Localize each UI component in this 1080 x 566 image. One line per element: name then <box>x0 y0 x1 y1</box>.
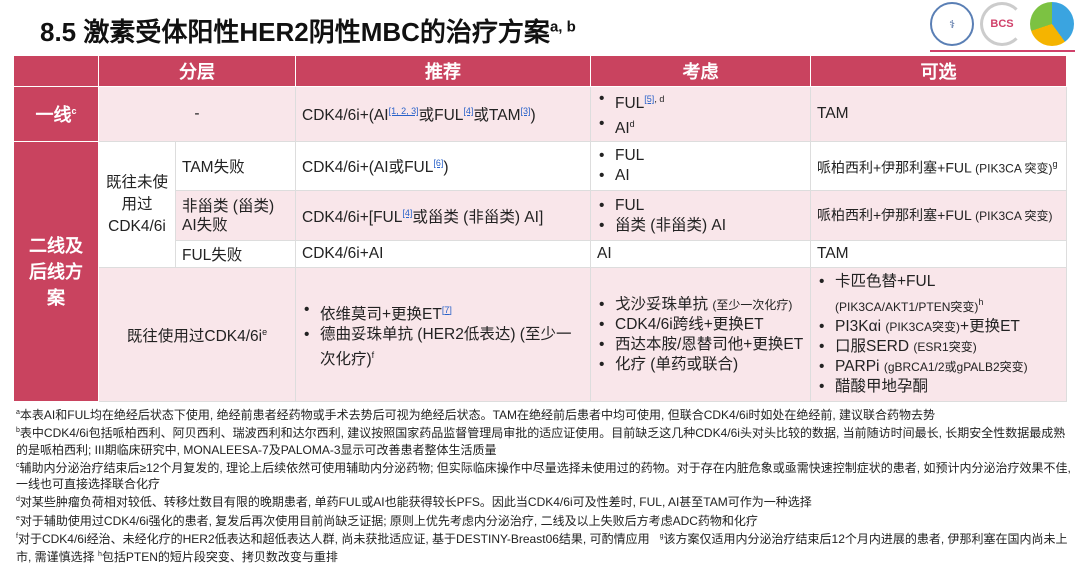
table-row: 一线c - CDK4/6i+(AI[1, 2, 3]或FUL[4]或TAM[3]… <box>13 85 1067 143</box>
consider-cell: FUL甾类 (非甾类) AI <box>590 190 811 242</box>
optional-cell: 哌柏西利+伊那利塞+FUL (PIK3CA 突变)g <box>810 141 1067 192</box>
recommended-cell: CDK4/6i+[FUL[4]或甾类 (非甾类) AI] <box>295 190 591 242</box>
recommended-cell: 依维莫司+更换ET[7]德曲妥珠单抗 (HER2低表达) (至少一次化疗)f <box>295 267 591 403</box>
strata-cell: TAM失败 <box>175 141 296 192</box>
row-label-first-line: 一线c <box>13 85 99 143</box>
header-recommended: 推荐 <box>295 55 591 87</box>
consider-cell: FUL[5], dAId <box>590 85 811 143</box>
optional-cell: 哌柏西利+伊那利塞+FUL (PIK3CA 突变) <box>810 190 1067 242</box>
header-optional: 可选 <box>810 55 1067 87</box>
recommended-cell: CDK4/6i+(AI或FUL[6]) <box>295 141 591 192</box>
strata-cell: - <box>98 85 296 143</box>
table-row: 二线及后线方案 既往未使用过CDK4/6i TAM失败 CDK4/6i+(AI或… <box>13 141 1067 403</box>
strata-cell: 既往使用过CDK4/6ie <box>98 267 296 403</box>
consider-cell: 戈沙妥珠单抗 (至少一次化疗)CDK4/6i跨线+更换ET西达本胺/恩替司他+更… <box>590 267 811 403</box>
recommended-cell: CDK4/6i+AI <box>295 240 591 269</box>
divider <box>930 50 1075 52</box>
optional-cell: TAM <box>810 240 1067 269</box>
header-consider: 考虑 <box>590 55 811 87</box>
footnotes: a本表AI和FUL均在绝经后状态下使用, 绝经前患者经药物或手术去势后可视为绝经… <box>16 405 1071 566</box>
footnote: f对于CDK4/6i经治、未经化疗的HER2低表达和超低表达人群, 尚未获批适应… <box>16 532 1068 565</box>
logos: ⚕ BCS <box>930 2 1074 46</box>
consider-cell: FULAI <box>590 141 811 192</box>
strata-cell: FUL失败 <box>175 240 296 269</box>
ref-link[interactable]: [4] <box>402 207 413 218</box>
page-title: 8.5 激素受体阳性HER2阴性MBC的治疗方案a, b <box>40 17 576 47</box>
table-row: 非甾类 (甾类) AI失败 CDK4/6i+[FUL[4]或甾类 (非甾类) A… <box>14 190 1067 242</box>
ref-link[interactable]: [3] <box>520 106 531 116</box>
treatment-table: 分层 推荐 考虑 可选 一线c - CDK4/6i+(AI[1, 2, 3]或F… <box>13 55 1067 403</box>
ref-link[interactable]: [4] <box>463 106 474 116</box>
optional-cell: 卡匹色替+FUL(PIK3CA/AKT1/PTEN突变)hPI3Kαi (PIK… <box>810 267 1067 403</box>
table-header: 分层 推荐 考虑 可选 <box>13 55 1067 87</box>
csco-logo <box>1030 2 1074 46</box>
optional-cell: TAM <box>810 85 1067 143</box>
footnote: e对于辅助使用过CDK4/6i强化的患者, 复发后再次使用目前尚缺乏证据; 原则… <box>16 513 758 528</box>
ref-link[interactable]: [5] <box>644 94 655 104</box>
footnote: b表中CDK4/6i包括哌柏西利、阿贝西利、瑞波西利和达尔西利, 建议按照国家药… <box>16 426 1066 457</box>
footnote: c辅助内分泌治疗结束后≥12个月复发的, 理论上后续依然可使用辅助内分泌药物; … <box>16 460 1071 492</box>
recommended-cell: CDK4/6i+(AI[1, 2, 3]或FUL[4]或TAM[3]) <box>295 85 591 143</box>
consider-cell: AI <box>590 240 811 269</box>
ref-link[interactable]: [6] <box>433 158 444 169</box>
ref-link[interactable]: [1, 2, 3] <box>388 106 419 116</box>
ref-link[interactable]: [7] <box>441 304 452 315</box>
footnote: d对某些肿瘤负荷相对较低、转移灶数目有限的晚期患者, 单药FUL或AI也能获得较… <box>16 495 812 510</box>
bcs-logo: BCS <box>980 2 1024 46</box>
footnote: a本表AI和FUL均在绝经后状态下使用, 绝经前患者经药物或手术去势后可视为绝经… <box>16 408 936 422</box>
group-label: 既往未使用过CDK4/6i <box>98 141 176 269</box>
caca-logo: ⚕ <box>930 2 974 46</box>
table-row: 既往使用过CDK4/6ie 依维莫司+更换ET[7]德曲妥珠单抗 (HER2低表… <box>14 267 1067 403</box>
strata-cell: 非甾类 (甾类) AI失败 <box>175 190 296 242</box>
row-label-second-line: 二线及后线方案 <box>13 141 99 403</box>
header-strata: 分层 <box>98 55 296 87</box>
